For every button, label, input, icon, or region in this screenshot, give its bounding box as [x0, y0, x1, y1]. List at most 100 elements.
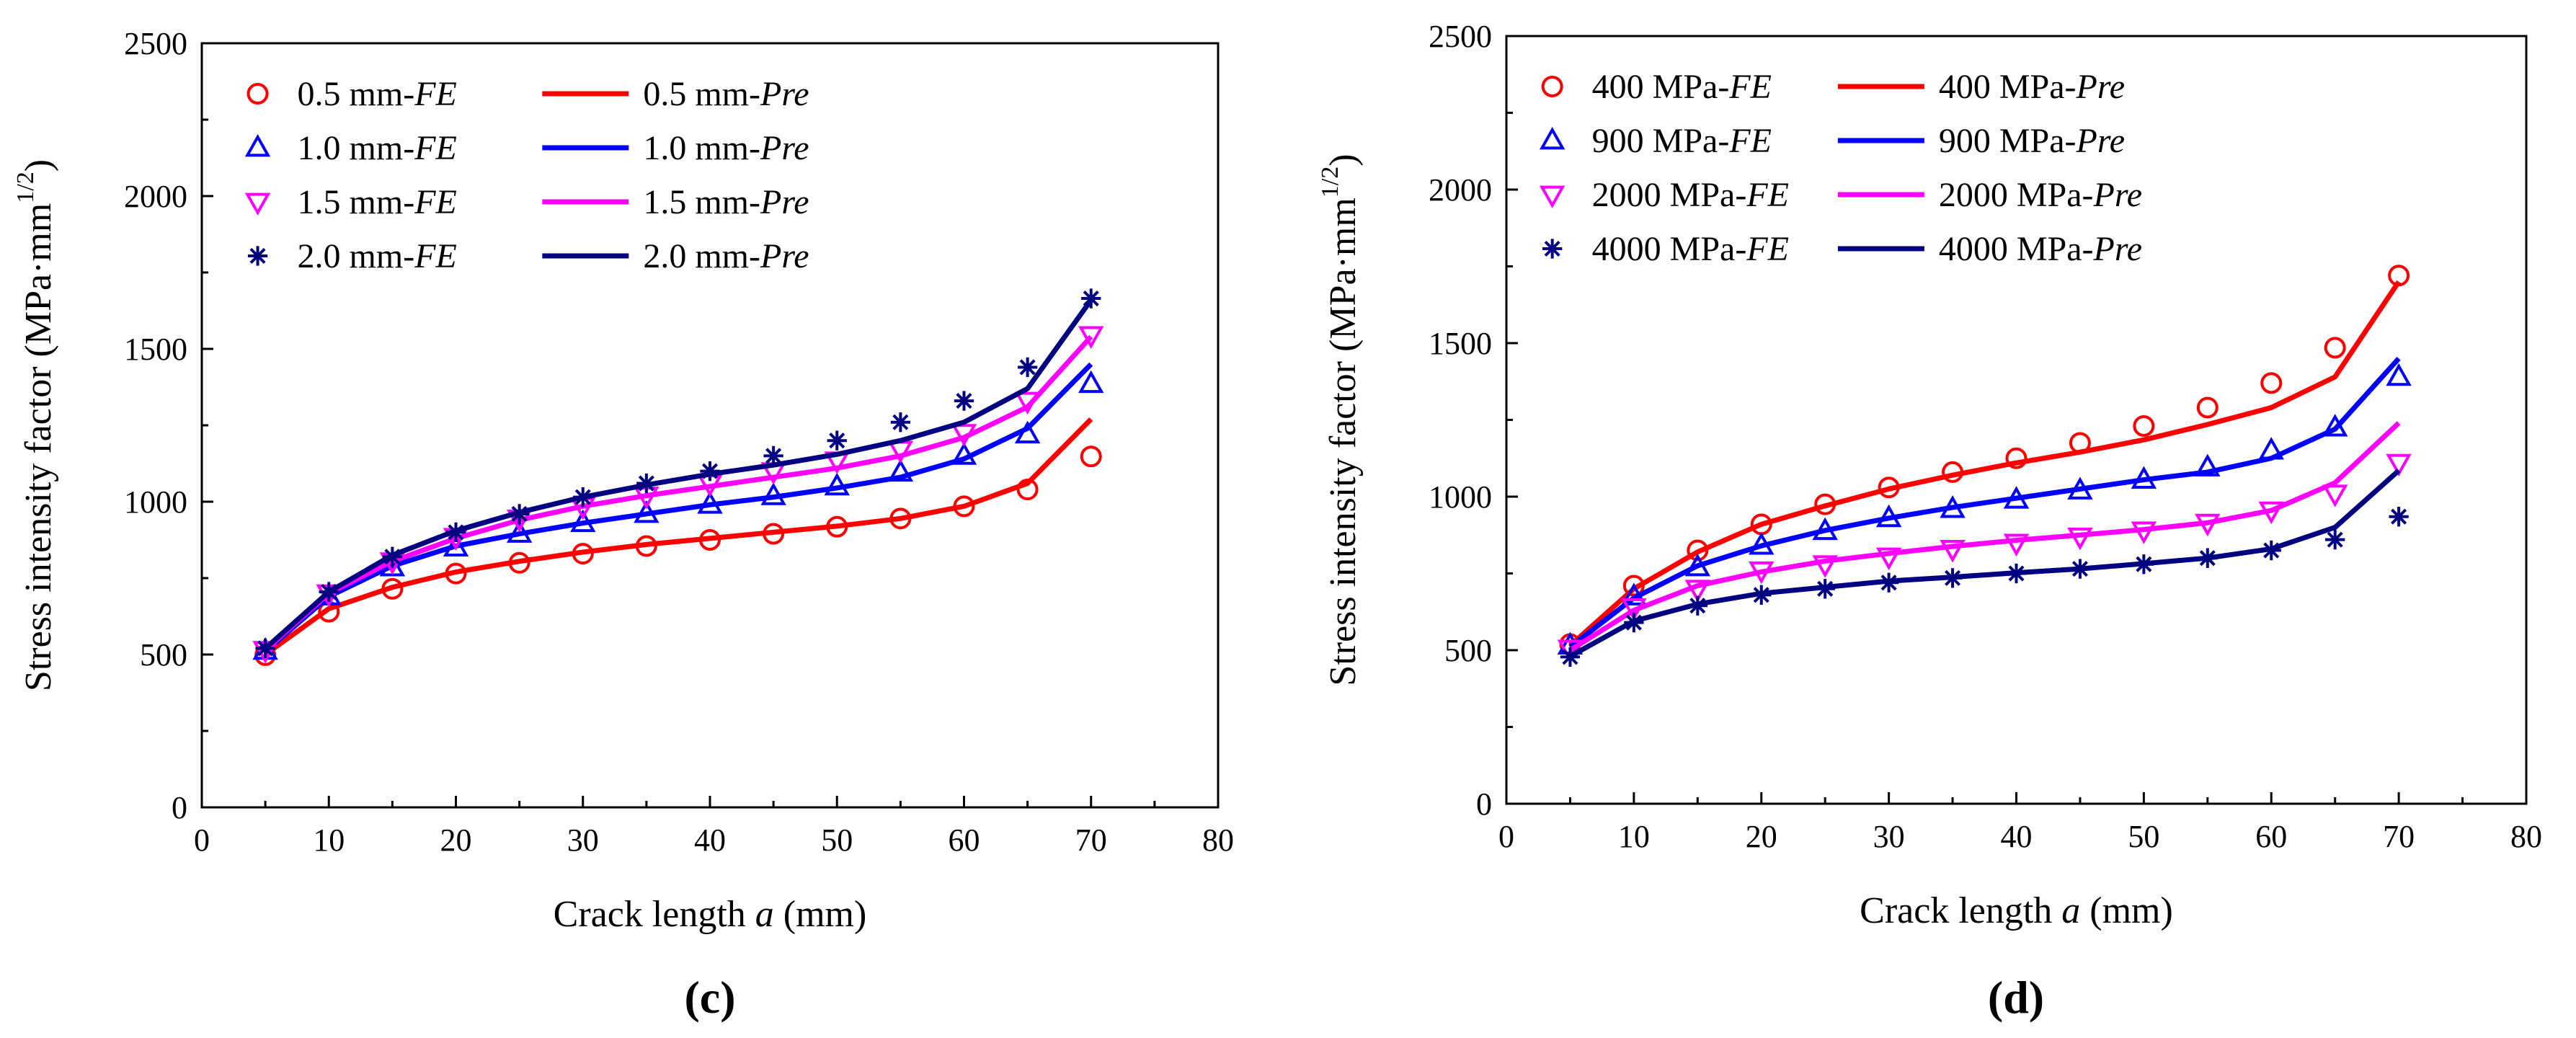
- legend-pre-prefix: 1.5 mm-: [643, 183, 760, 221]
- y-tick-label: 500: [1444, 633, 1492, 668]
- fe-data-point: [2325, 529, 2345, 550]
- fe-data-point: [763, 523, 785, 545]
- x-tick-label: 80: [1202, 822, 1234, 858]
- x-tick-label: 0: [194, 822, 210, 858]
- fe-data-point: [826, 515, 848, 538]
- fe-data-point: [1940, 495, 1966, 518]
- legend-fe-prefix: 1.5 mm-: [298, 183, 415, 221]
- legend-marker: [1542, 239, 1563, 259]
- series-2: [1557, 421, 2412, 662]
- fe-data-point: [2195, 513, 2221, 537]
- panel-label: (c): [684, 972, 735, 1023]
- x-axis-label: Crack length a (mm): [554, 894, 867, 935]
- legend-fe-suffix: FE: [414, 237, 457, 275]
- fe-data-point: [2389, 507, 2409, 527]
- fe-data-point: [1751, 585, 1772, 605]
- legend-fe-prefix: 0.5 mm-: [298, 75, 415, 113]
- legend-pre-prefix: 2000 MPa-: [1939, 176, 2094, 214]
- fe-data-point: [1878, 572, 1899, 593]
- x-tick-label: 60: [2255, 819, 2287, 854]
- fe-data-point: [2069, 432, 2091, 454]
- fe-data-point: [2067, 476, 2093, 500]
- legend-pre-suffix: Pre: [2093, 176, 2143, 214]
- x-tick-label: 20: [440, 822, 472, 858]
- fe-data-point: [2133, 554, 2154, 575]
- prediction-line: [1568, 469, 2401, 659]
- fe-data-point: [827, 430, 847, 451]
- fe-data-point: [573, 487, 593, 507]
- legend-fe-label: 900 MPa-FE: [1592, 122, 1772, 160]
- fe-data-point: [506, 520, 533, 543]
- fe-data-point: [2261, 540, 2281, 561]
- x-tick-label: 70: [1075, 822, 1107, 858]
- fe-data-point: [2258, 437, 2284, 460]
- legend-marker: [247, 83, 269, 105]
- x-tick-label: 50: [2128, 819, 2159, 854]
- legend-pre-suffix: Pre: [2093, 230, 2143, 268]
- fe-data-point: [2003, 486, 2030, 509]
- x-axis-label-unit: (mm): [2080, 890, 2173, 931]
- legend-pre-prefix: 0.5 mm-: [643, 75, 760, 113]
- legend-marker: [244, 192, 271, 216]
- prediction-line: [263, 298, 1093, 651]
- fe-data-point: [2324, 337, 2346, 359]
- fe-data-point: [1017, 357, 1038, 378]
- legend-pre-label: 0.5 mm-Pre: [643, 75, 809, 113]
- legend-fe-suffix: FE: [414, 183, 457, 221]
- panel-label: (d): [1988, 972, 2044, 1023]
- x-tick-label: 40: [694, 822, 726, 858]
- fe-data-point: [699, 529, 721, 551]
- legend-fe-prefix: 4000 MPa-: [1592, 230, 1747, 268]
- prediction-line: [264, 417, 1093, 657]
- legend-fe-label: 1.0 mm-FE: [298, 129, 457, 167]
- fe-data-point: [2198, 548, 2218, 568]
- series-3: [255, 288, 1101, 659]
- y-tick-label: 2000: [124, 179, 187, 214]
- fe-data-point: [2131, 521, 2157, 544]
- legend-fe-prefix: 2000 MPa-: [1592, 176, 1747, 214]
- fe-data-point: [2322, 484, 2348, 507]
- fe-data-point: [1560, 647, 1581, 667]
- y-axis-label-exponent: 1/2: [1317, 167, 1343, 198]
- fe-data-point: [1812, 555, 1838, 578]
- y-tick-label: 0: [1476, 786, 1492, 822]
- legend-pre-label: 900 MPa-Pre: [1939, 122, 2125, 160]
- legend-fe-suffix: FE: [1746, 230, 1789, 268]
- fe-data-point: [2070, 559, 2090, 579]
- series-2: [252, 326, 1104, 664]
- x-axis-label-var: a: [755, 894, 774, 935]
- prediction-line: [263, 334, 1093, 652]
- x-tick-label: 70: [2383, 819, 2415, 854]
- x-tick-label: 10: [313, 822, 345, 858]
- fe-data-point: [954, 391, 974, 411]
- fe-data-point: [1814, 493, 1836, 515]
- x-axis-label-text: Crack length: [1860, 890, 2061, 931]
- fe-data-point: [445, 522, 466, 543]
- fe-data-point: [1621, 582, 1647, 606]
- fe-data-point: [508, 551, 530, 574]
- y-tick-label: 2500: [124, 26, 187, 61]
- y-tick-label: 1500: [1429, 326, 1492, 361]
- fe-data-point: [1684, 553, 1711, 577]
- fe-data-point: [635, 535, 657, 557]
- x-tick-label: 30: [1873, 819, 1905, 854]
- series-3: [1560, 469, 2409, 667]
- fe-data-point: [887, 458, 914, 482]
- y-tick-label: 1000: [1429, 479, 1492, 515]
- fe-data-point: [509, 504, 530, 524]
- fe-data-point: [1749, 532, 1775, 555]
- fe-data-point: [1942, 568, 1963, 588]
- fe-data-point: [1875, 547, 1902, 571]
- legend-fe-label: 2.0 mm-FE: [298, 237, 457, 275]
- legend-marker: [1541, 76, 1563, 97]
- fe-data-point: [1815, 579, 1835, 599]
- fe-data-point: [1749, 561, 1775, 585]
- legend-pre-suffix: Pre: [760, 129, 809, 167]
- legend-pre-prefix: 400 MPa-: [1939, 68, 2077, 106]
- y-tick-label: 0: [172, 790, 187, 825]
- fe-data-point: [2386, 363, 2412, 386]
- fe-data-point: [1624, 613, 1644, 633]
- y-tick-label: 1000: [124, 484, 187, 520]
- fe-data-point: [2322, 414, 2348, 437]
